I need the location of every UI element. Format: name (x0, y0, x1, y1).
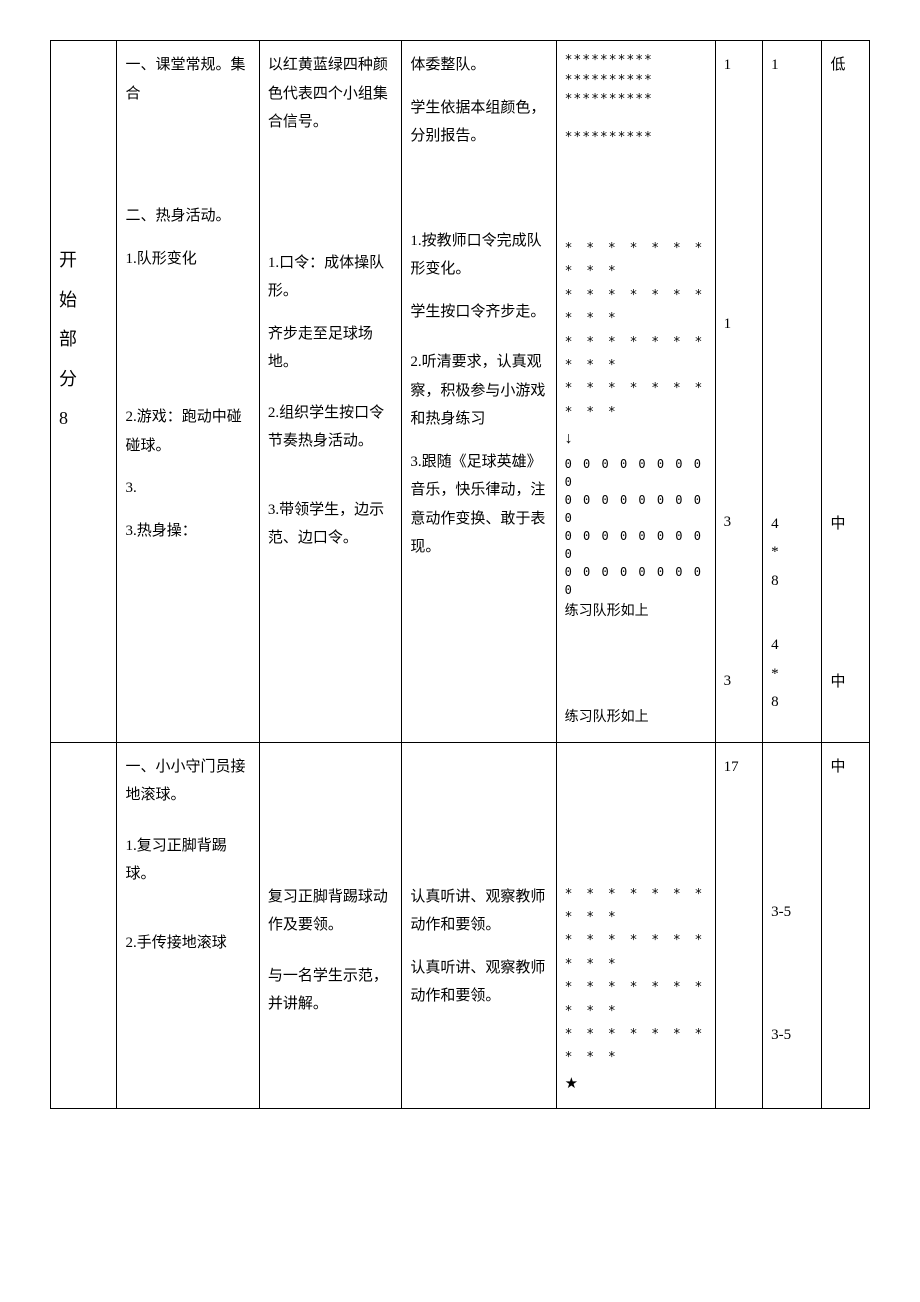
formation-caption: 练习队形如上 (565, 705, 707, 732)
content-item: 1.队形变化 (125, 245, 250, 274)
student-item: 学生按口令齐步走。 (410, 298, 547, 327)
phase-char: 开 始 部 分 8 (59, 241, 108, 439)
teacher-item: 与一名学生示范，并讲解。 (268, 962, 393, 1019)
student-item: 1.按教师口令完成队形变化。 (410, 227, 547, 284)
intensity-value: 中 (830, 668, 861, 697)
formation-line: * * * * * * * * * * (565, 929, 707, 976)
reps-value: 8 (771, 567, 813, 596)
time-cell: 17 (715, 742, 762, 1109)
time-value: 1 (724, 51, 754, 80)
student-item: 2.听清要求，认真观察，积极参与小游戏和热身练习 (410, 348, 547, 434)
content-item: 2.手传接地滚球 (125, 929, 250, 958)
table-row: 开 始 部 分 8 一、课堂常规。集合 二、热身活动。 1.队形变化 2.游戏：… (51, 41, 870, 743)
star-icon: ★ (565, 1070, 707, 1099)
reps-value: 4 (771, 510, 813, 539)
phase-cell: 开 始 部 分 8 (51, 41, 117, 743)
time-value: 3 (724, 667, 754, 696)
teacher-cell: 复习正脚背踢球动作及要领。 与一名学生示范，并讲解。 (259, 742, 401, 1109)
teacher-cell: 以红黄蓝绿四种颜色代表四个小组集合信号。 1.口令：成体操队形。 齐步走至足球场… (259, 41, 401, 743)
formation-line: * * * * * * * * * * (565, 284, 707, 331)
reps-value: 3-5 (771, 1021, 813, 1050)
reps-value: 4 (771, 631, 813, 660)
teacher-item: 1.口令：成体操队形。 (268, 249, 393, 306)
student-item: 体委整队。 (410, 51, 547, 80)
intensity-value: 中 (830, 753, 861, 782)
formation-line: * * * * * * * * * * (565, 331, 707, 378)
content-cell: 一、小小守门员接地滚球。 1.复习正脚背踢球。 2.手传接地滚球 (117, 742, 259, 1109)
content-item: 3. (125, 474, 250, 503)
content-cell: 一、课堂常规。集合 二、热身活动。 1.队形变化 2.游戏：跑动中碰碰球。 3.… (117, 41, 259, 743)
content-item: 2.游戏：跑动中碰碰球。 (125, 403, 250, 460)
time-value: 3 (724, 508, 754, 537)
phase-cell (51, 742, 117, 1109)
content-item: 1.复习正脚背踢球。 (125, 832, 250, 889)
formation-line: 0 0 0 0 0 0 0 0 0 (565, 455, 707, 491)
formation-caption: 练习队形如上 (565, 599, 707, 626)
student-cell: 体委整队。 学生依据本组颜色，分别报告。 1.按教师口令完成队形变化。 学生按口… (402, 41, 556, 743)
teacher-item: 3.带领学生，边示范、边口令。 (268, 496, 393, 553)
intensity-cell: 低 中 中 (822, 41, 870, 743)
student-item: 认真听讲、观察教师动作和要领。 (410, 954, 547, 1011)
student-item: 学生依据本组颜色，分别报告。 (410, 94, 547, 151)
formation-line: ********** (565, 128, 707, 148)
formation-line: 0 0 0 0 0 0 0 0 0 (565, 563, 707, 599)
table-row: 一、小小守门员接地滚球。 1.复习正脚背踢球。 2.手传接地滚球 复习正脚背踢球… (51, 742, 870, 1109)
time-cell: 1 1 3 3 (715, 41, 762, 743)
formation-line: ********** (565, 71, 707, 91)
reps-value: * (771, 538, 813, 567)
student-cell: 认真听讲、观察教师动作和要领。 认真听讲、观察教师动作和要领。 (402, 742, 556, 1109)
reps-cell: 1 4 * 8 4 * 8 (763, 41, 822, 743)
intensity-value: 中 (830, 510, 861, 539)
teacher-item: 齐步走至足球场地。 (268, 320, 393, 377)
formation-line: * * * * * * * * * * (565, 883, 707, 930)
formation-cell: ********** ********** ********** *******… (556, 41, 715, 743)
formation-line: * * * * * * * * * * (565, 976, 707, 1023)
formation-line: * * * * * * * * * * (565, 1023, 707, 1070)
content-item: 3.热身操： (125, 517, 250, 546)
reps-value: 8 (771, 688, 813, 717)
formation-line: ********** (565, 90, 707, 110)
reps-value: * (771, 660, 813, 689)
time-value: 17 (724, 753, 754, 782)
teacher-item: 2.组织学生按口令节奏热身活动。 (268, 399, 393, 456)
content-item: 二、热身活动。 (125, 202, 250, 231)
formation-line: * * * * * * * * * * (565, 377, 707, 424)
arrow-down-icon: ↓ (565, 424, 707, 454)
formation-cell: * * * * * * * * * * * * * * * * * * * * … (556, 742, 715, 1109)
lesson-plan-table: 开 始 部 分 8 一、课堂常规。集合 二、热身活动。 1.队形变化 2.游戏：… (50, 40, 870, 1109)
intensity-value: 低 (830, 51, 861, 80)
reps-cell: 3-5 3-5 (763, 742, 822, 1109)
content-item: 一、小小守门员接地滚球。 (125, 753, 250, 810)
content-item: 一、课堂常规。集合 (125, 51, 250, 108)
formation-line: 0 0 0 0 0 0 0 0 0 (565, 491, 707, 527)
formation-line: 0 0 0 0 0 0 0 0 0 (565, 527, 707, 563)
teacher-item: 复习正脚背踢球动作及要领。 (268, 883, 393, 940)
student-item: 3.跟随《足球英雄》音乐，快乐律动，注意动作变换、敢于表现。 (410, 448, 547, 562)
reps-value: 3-5 (771, 898, 813, 927)
teacher-item: 以红黄蓝绿四种颜色代表四个小组集合信号。 (268, 51, 393, 137)
formation-line: ********** (565, 51, 707, 71)
intensity-cell: 中 (822, 742, 870, 1109)
time-value: 1 (724, 310, 754, 339)
formation-line: * * * * * * * * * * (565, 237, 707, 284)
reps-value: 1 (771, 51, 813, 80)
student-item: 认真听讲、观察教师动作和要领。 (410, 883, 547, 940)
